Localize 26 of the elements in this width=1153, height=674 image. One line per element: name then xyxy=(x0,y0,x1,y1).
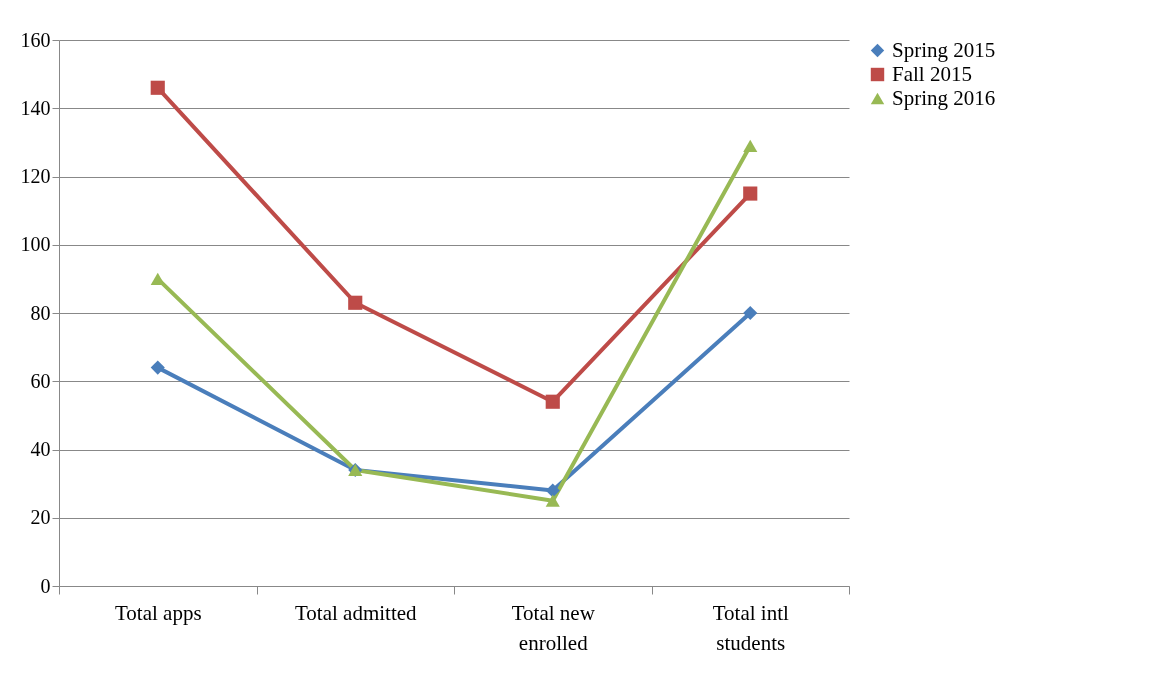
legend-label: Fall 2015 xyxy=(892,61,972,86)
x-tick-label: Total apps xyxy=(114,600,202,625)
legend-label: Spring 2016 xyxy=(892,85,996,110)
x-tick-label: Total new enrolled xyxy=(511,600,596,655)
point xyxy=(743,305,758,321)
y-tick-label: 80 xyxy=(30,301,51,324)
x-tick-label: Total intl students xyxy=(712,600,789,655)
y-tick-label: 20 xyxy=(30,506,51,529)
y-tick-label: 0 xyxy=(40,574,51,597)
legend-label: Spring 2015 xyxy=(892,37,996,62)
point xyxy=(545,483,560,498)
y-tick-label: 160 xyxy=(20,28,51,51)
y-tick-label: 140 xyxy=(20,96,51,119)
y-tick-label: 40 xyxy=(30,438,51,460)
y-tick-label: 100 xyxy=(20,233,51,256)
point xyxy=(545,394,560,409)
y-tick-label: 60 xyxy=(30,369,51,392)
y-tick-label: 120 xyxy=(20,165,51,187)
point xyxy=(150,272,165,285)
point xyxy=(743,186,758,201)
point xyxy=(348,295,363,310)
x-tick-label: Total admitted xyxy=(294,600,418,625)
point xyxy=(743,139,758,152)
point xyxy=(545,494,560,507)
point xyxy=(150,360,165,375)
point xyxy=(150,80,165,95)
